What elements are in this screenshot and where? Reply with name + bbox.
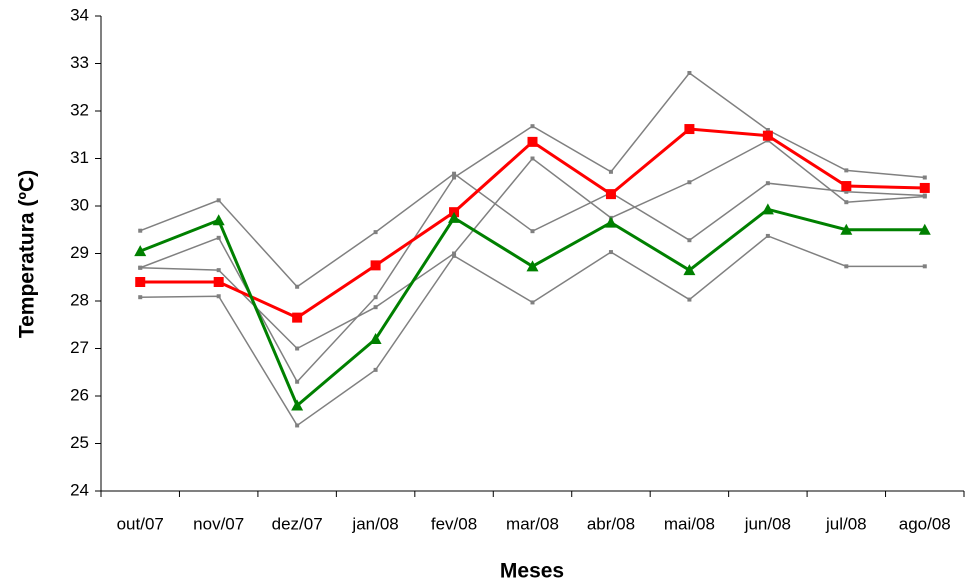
- x-axis-title: Meses: [500, 560, 564, 583]
- point: [373, 305, 378, 310]
- point: [684, 124, 695, 135]
- y-tick-label: 33: [70, 53, 89, 72]
- point: [765, 128, 770, 132]
- point: [687, 297, 692, 302]
- point: [919, 182, 930, 193]
- y-tick-label: 30: [70, 195, 89, 214]
- x-tick-label: dez/07: [272, 514, 323, 533]
- point: [844, 189, 849, 194]
- point: [922, 264, 927, 269]
- y-tick-label: 32: [70, 100, 89, 119]
- point: [527, 136, 538, 147]
- y-tick-label: 26: [70, 385, 89, 404]
- y-tick-label: 24: [70, 480, 89, 499]
- point: [212, 214, 225, 226]
- point: [213, 277, 224, 287]
- point: [844, 168, 849, 173]
- point: [608, 250, 613, 255]
- point: [370, 260, 381, 271]
- point: [295, 423, 300, 428]
- point: [608, 169, 613, 174]
- point: [291, 399, 304, 411]
- point: [134, 245, 147, 257]
- point: [295, 379, 300, 384]
- point: [922, 175, 927, 180]
- point: [762, 130, 773, 141]
- point: [216, 268, 221, 273]
- series-line: [139, 71, 925, 384]
- point: [138, 265, 143, 270]
- point: [452, 251, 457, 256]
- point: [687, 238, 692, 243]
- point: [526, 260, 539, 272]
- y-tick-label: 25: [70, 433, 89, 452]
- point: [844, 264, 849, 269]
- point: [452, 253, 457, 258]
- x-tick-label: fev/08: [431, 514, 477, 533]
- point: [295, 346, 300, 351]
- point: [605, 189, 616, 200]
- x-tick-label: ago/08: [899, 514, 951, 533]
- x-tick-label: jul/08: [825, 514, 867, 533]
- point: [138, 228, 143, 233]
- point: [530, 156, 535, 161]
- series-line: [139, 207, 925, 408]
- y-tick-label: 27: [70, 338, 89, 357]
- y-tick-label: 28: [70, 290, 89, 309]
- point: [373, 230, 378, 235]
- point: [369, 333, 382, 344]
- point: [687, 180, 692, 185]
- point: [918, 223, 931, 235]
- y-tick-label: 34: [70, 5, 89, 24]
- y-tick-label: 31: [70, 148, 89, 167]
- x-tick-label: out/07: [117, 514, 164, 533]
- point: [373, 367, 378, 372]
- point: [683, 264, 696, 276]
- point: [765, 233, 770, 238]
- x-tick-label: mar/08: [506, 514, 559, 533]
- point: [295, 284, 300, 289]
- point: [530, 124, 535, 129]
- point: [452, 171, 457, 176]
- point: [922, 194, 927, 199]
- point: [765, 181, 770, 186]
- point: [530, 300, 535, 305]
- point: [448, 211, 461, 223]
- point: [841, 181, 852, 192]
- point: [292, 312, 303, 323]
- point: [373, 295, 378, 300]
- point: [844, 200, 849, 205]
- point: [604, 216, 617, 228]
- point: [135, 277, 146, 287]
- x-tick-label: nov/07: [193, 514, 244, 533]
- point: [530, 229, 535, 234]
- point: [687, 71, 692, 75]
- y-tick-label: 29: [70, 243, 89, 262]
- point: [216, 235, 221, 240]
- point: [216, 198, 221, 203]
- x-tick-label: mai/08: [664, 514, 715, 533]
- x-tick-label: jun/08: [744, 514, 791, 533]
- x-tick-label: abr/08: [587, 514, 635, 533]
- point: [216, 294, 221, 299]
- point: [138, 295, 143, 300]
- y-axis-title: Temperatura (ºC): [16, 170, 39, 338]
- point: [452, 175, 457, 180]
- x-tick-label: jan/08: [351, 514, 398, 533]
- point: [761, 203, 774, 215]
- point: [840, 223, 853, 235]
